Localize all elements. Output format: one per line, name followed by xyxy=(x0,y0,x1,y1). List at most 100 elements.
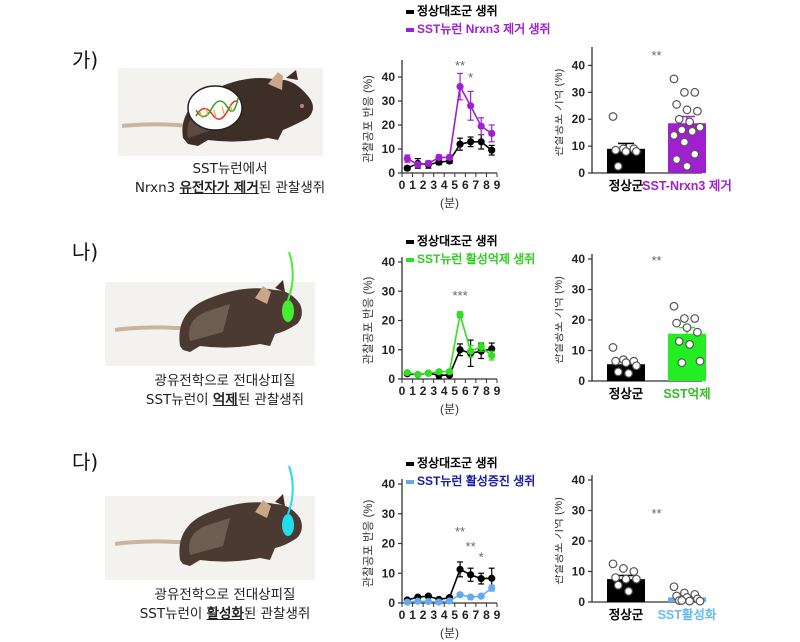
y-tick-label: 0 xyxy=(578,595,585,609)
y-tick-label: 0 xyxy=(578,374,585,388)
mouse-optic-fiber-green-icon xyxy=(105,251,315,366)
individual-point xyxy=(613,161,623,171)
x-tick-label: 9 xyxy=(494,608,501,622)
significance-marker: *** xyxy=(452,288,467,303)
x-tick-label: 5 xyxy=(451,608,458,622)
individual-point xyxy=(672,318,681,328)
legend-label: 정상대조군 생쥐 xyxy=(417,3,498,18)
panel-label-b: 나) xyxy=(72,240,99,264)
x-tick-label: 0 xyxy=(399,608,406,622)
individual-point xyxy=(611,356,620,366)
data-point xyxy=(456,591,464,599)
x-tick-label: 8 xyxy=(483,178,490,192)
individual-point xyxy=(674,114,684,124)
individual-point xyxy=(692,106,702,116)
y-tick-label: 20 xyxy=(382,118,396,132)
y-axis-title: 관찰공포 기억 (%) xyxy=(555,497,565,585)
individual-point xyxy=(669,130,679,140)
y-tick-label: 20 xyxy=(382,314,396,328)
data-point xyxy=(488,129,496,137)
legend-swatch xyxy=(406,462,414,466)
caption-c-emphasis: 활성화 xyxy=(206,606,244,622)
data-point xyxy=(477,343,485,351)
y-axis-title: 관찰공포 반응 (%) xyxy=(362,276,375,364)
individual-point xyxy=(677,125,687,135)
caption-c-pre: SST뉴런이 xyxy=(139,606,207,622)
individual-point xyxy=(613,367,623,377)
category-label: 정상군 xyxy=(609,386,644,401)
data-point xyxy=(414,161,422,169)
caption-b: 광유전학으로 전대상피질 SST뉴런이 억제된 관찰생쥐 xyxy=(95,372,355,410)
caption-b-line1: 광유전학으로 전대상피질 xyxy=(154,373,296,389)
individual-point xyxy=(695,122,705,132)
individual-point xyxy=(692,327,702,337)
individual-point xyxy=(613,580,623,590)
data-point xyxy=(477,592,485,600)
x-tick-label: 2 xyxy=(420,384,427,398)
individual-point xyxy=(669,582,679,592)
individual-point xyxy=(621,358,631,368)
x-tick-label: 1 xyxy=(409,608,416,622)
data-point xyxy=(445,368,454,376)
x-tick-label: 3 xyxy=(430,384,437,398)
panel-label-c: 다) xyxy=(72,450,99,474)
mouse-illustration-c xyxy=(105,460,315,580)
individual-point xyxy=(690,314,700,323)
y-tick-label: 0 xyxy=(388,596,395,610)
bar-chart-b: 0 10 20 30 40 관찰공포 기억 (%) 정상군 SST억제 ** xyxy=(555,252,711,401)
individual-point xyxy=(621,574,631,584)
caption-a-emphasis: 유전자가 제거 xyxy=(179,180,259,196)
y-tick-label: 30 xyxy=(572,283,586,297)
legend-label: 정상대조군 생쥐 xyxy=(417,455,498,470)
data-point xyxy=(435,598,443,606)
significance-marker: * xyxy=(468,70,473,85)
data-point xyxy=(424,369,432,377)
x-tick-label: 9 xyxy=(494,178,501,192)
x-tick-label: 8 xyxy=(483,608,490,622)
y-tick-label: 40 xyxy=(382,255,396,269)
legend-label: 정상대조군 생쥐 xyxy=(417,233,498,248)
x-tick-label: 9 xyxy=(494,384,501,398)
y-tick-label: 10 xyxy=(572,565,586,579)
individual-point xyxy=(690,87,700,97)
y-tick-label: 40 xyxy=(572,473,586,487)
y-tick-label: 10 xyxy=(382,343,396,357)
y-tick-label: 30 xyxy=(572,504,586,518)
y-tick-label: 30 xyxy=(382,284,396,298)
significance-marker: ** xyxy=(466,539,476,554)
data-point xyxy=(424,592,432,600)
individual-point xyxy=(690,149,700,159)
y-tick-label: 40 xyxy=(572,252,586,266)
x-tick-label: 5 xyxy=(451,178,458,192)
y-tick-label: 20 xyxy=(572,313,586,327)
y-tick-label: 40 xyxy=(572,58,586,72)
y-axis-title: 관찰공포 반응 (%) xyxy=(362,75,375,163)
data-point xyxy=(435,153,443,161)
individual-point xyxy=(685,117,695,127)
data-point xyxy=(467,347,475,355)
individual-point xyxy=(608,112,618,121)
x-tick-label: 3 xyxy=(430,178,437,192)
significance-marker: ** xyxy=(455,524,465,539)
data-point xyxy=(456,346,464,354)
y-tick-label: 0 xyxy=(388,166,395,180)
data-point xyxy=(477,122,485,130)
category-label: 정상군 xyxy=(609,607,644,622)
data-point xyxy=(445,153,454,161)
mouse-optic-fiber-cyan-icon xyxy=(105,465,315,580)
data-point xyxy=(403,368,411,377)
data-point xyxy=(488,146,496,154)
y-tick-label: 40 xyxy=(382,477,396,491)
category-label: SST-Nrxn3 제거 xyxy=(642,178,732,193)
data-point xyxy=(456,83,464,91)
individual-point xyxy=(687,126,697,136)
panel-label-a: 가) xyxy=(72,48,99,72)
y-axis-title: 관찰공포 기억 (%) xyxy=(555,276,565,364)
caption-b-post: 된 관찰생쥐 xyxy=(237,392,305,408)
x-tick-label: 4 xyxy=(441,384,448,398)
caption-b-emphasis: 억제 xyxy=(212,392,238,408)
